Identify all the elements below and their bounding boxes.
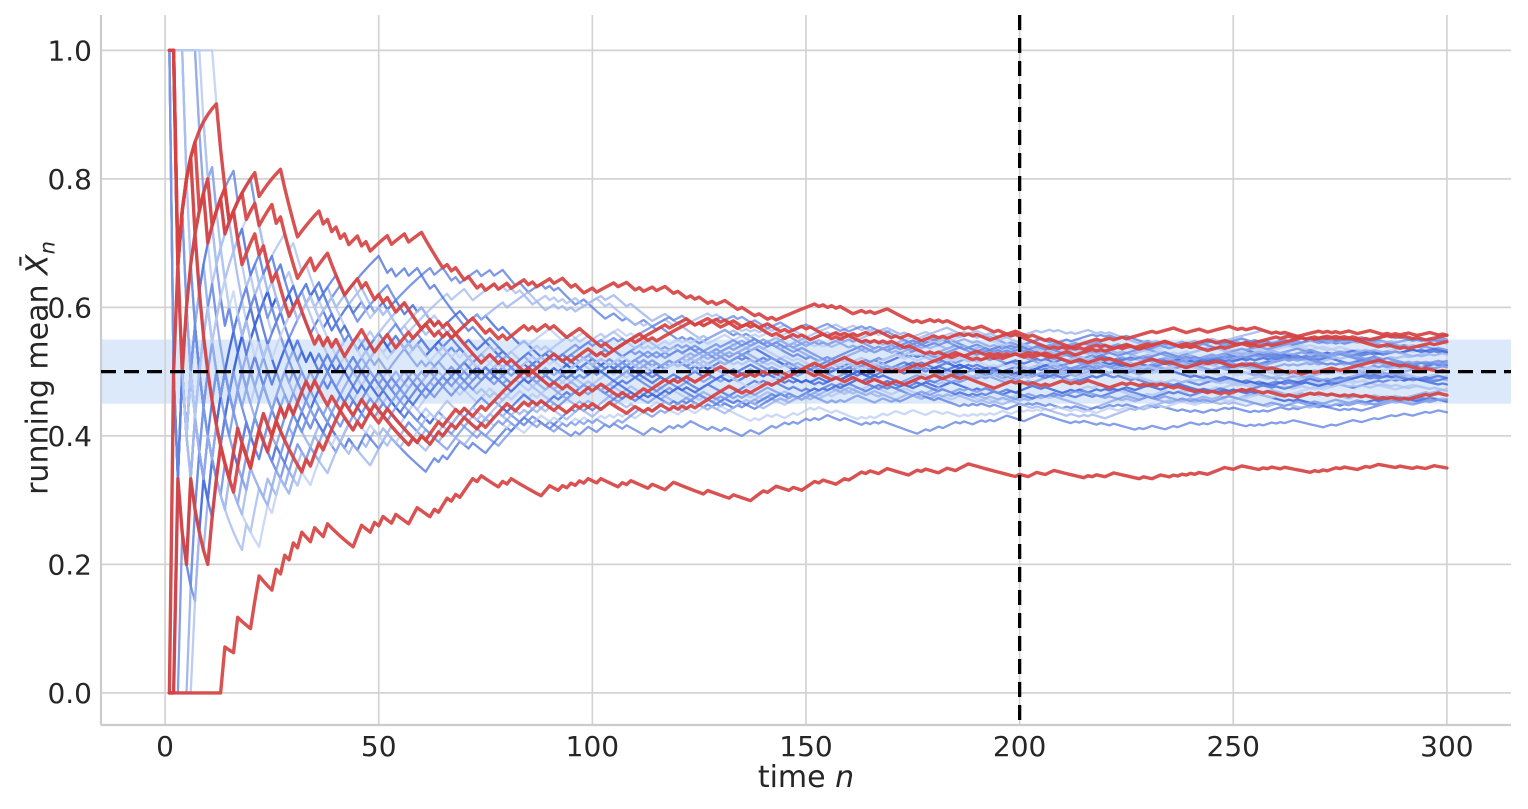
- trajectory: [168, 49, 1449, 472]
- trajectory: [168, 197, 1449, 695]
- trajectory: [168, 337, 1449, 695]
- trajectory: [168, 49, 1449, 516]
- x-axis-label: time n: [758, 760, 854, 795]
- trajectory: [168, 312, 1449, 695]
- y-axis-label-text: running mean: [20, 274, 56, 495]
- trajectory: [168, 368, 1449, 695]
- trajectory-highlighted: [167, 365, 1449, 695]
- y-tick-label: 0.8: [47, 163, 92, 196]
- y-axis-label-subscript: n: [35, 241, 60, 255]
- y-tick-label: 0.0: [47, 677, 92, 710]
- x-tick-label: 150: [779, 730, 832, 763]
- y-axis-label: running mean X̄n: [21, 241, 60, 495]
- x-axis-label-var: n: [835, 760, 855, 795]
- y-tick-label: 1.0: [47, 34, 92, 67]
- x-axis-label-text: time: [757, 760, 836, 795]
- trajectory: [168, 49, 1449, 461]
- x-tick-label: 50: [361, 730, 397, 763]
- trajectory-highlighted: [167, 48, 1449, 374]
- trajectory: [168, 49, 1449, 363]
- y-tick-label: 0.6: [47, 291, 92, 324]
- trajectory: [168, 263, 1449, 695]
- trajectory-highlighted: [167, 462, 1449, 695]
- y-tick-label: 0.2: [47, 548, 92, 581]
- x-tick-label: 300: [1420, 730, 1473, 763]
- x-tick-label: 200: [993, 730, 1046, 763]
- y-tick-label: 0.4: [47, 420, 92, 453]
- x-tick-label: 0: [156, 730, 174, 763]
- trajectory: [168, 352, 1449, 695]
- trajectory-highlighted: [167, 48, 1449, 350]
- x-tick-label: 250: [1207, 730, 1260, 763]
- trajectory: [168, 49, 1449, 480]
- y-axis-label-var: X̄: [20, 254, 56, 275]
- trajectory-highlighted: [167, 48, 1449, 376]
- x-tick-label: 100: [566, 730, 619, 763]
